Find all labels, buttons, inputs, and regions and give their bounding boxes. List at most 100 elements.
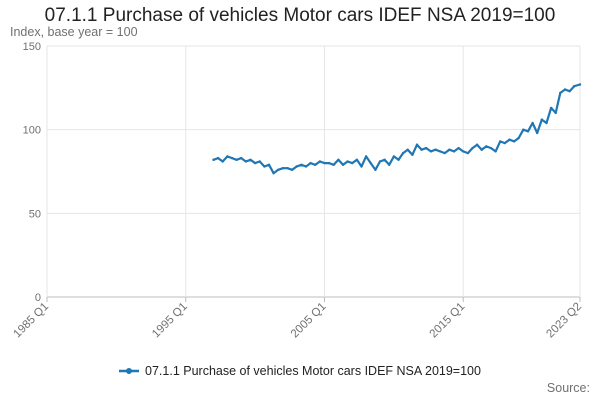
x-tick-label: 2015 Q1 [428,301,468,341]
data-point [512,140,516,143]
series-group [212,83,582,175]
data-point [346,160,349,163]
data-point [434,148,437,151]
data-point [397,158,400,161]
x-tick-label: 2005 Q1 [289,301,329,341]
data-point [401,151,405,155]
data-point [429,150,433,153]
data-point [249,158,252,161]
source-label: Source: [546,381,590,395]
data-point [559,91,562,95]
data-point [503,141,506,145]
data-point [337,158,340,161]
data-point [286,167,289,170]
data-point [536,131,539,135]
data-point [277,168,280,171]
data-point [578,83,582,86]
data-point [230,156,234,160]
data-point [522,128,525,131]
data-point [281,167,285,170]
gridlines [46,45,581,302]
data-point [235,158,238,161]
data-point [494,150,497,153]
data-point [226,155,229,158]
data-point [563,88,567,91]
data-point [355,158,359,161]
data-point [508,138,511,141]
data-point [309,161,312,165]
data-point [240,156,243,160]
data-point [471,146,474,150]
data-point [360,165,363,168]
data-point [244,160,248,163]
data-point [216,156,220,160]
y-tick-label: 0 [35,292,41,304]
data-point [438,150,442,153]
data-point [383,158,386,161]
data-point [480,148,483,151]
data-point [378,160,382,163]
legend-swatch [119,368,140,374]
data-point [452,150,456,153]
data-point [392,155,396,158]
data-point [290,168,294,171]
data-point [263,165,266,168]
data-point [332,163,335,166]
data-point [212,158,215,161]
data-point [304,165,308,168]
y-tick-label: 150 [23,41,41,53]
data-point [411,153,414,156]
data-point [369,161,372,165]
data-point [549,106,553,110]
data-point [318,160,322,163]
data-point [526,130,530,133]
data-point [341,163,345,166]
legend-label: 07.1.1 Purchase of vehicles Motor cars I… [145,364,481,378]
data-point [406,148,409,151]
data-point [517,136,520,140]
data-point [554,111,557,115]
data-point [489,146,493,150]
data-point [531,121,534,125]
data-point [351,161,354,165]
data-point [573,85,576,88]
y-tick-label: 50 [29,208,41,220]
x-tick-labels: 1985 Q1 1995 Q1 2005 Q1 2015 Q1 2023 Q2 [11,301,584,341]
data-point [272,172,275,175]
x-tick-label: 1995 Q1 [150,301,190,341]
data-point [221,160,224,163]
data-point [545,121,548,125]
data-point [258,160,261,163]
data-point [267,163,271,166]
y-tick-label: 100 [23,125,41,137]
data-point [388,163,391,166]
data-point [475,143,479,146]
data-point [448,148,451,151]
data-point [499,140,502,143]
x-tick-label: 2023 Q2 [544,301,584,341]
data-point [443,151,446,155]
data-point [300,163,303,166]
chart-title: 07.1.1 Purchase of vehicles Motor cars I… [44,5,556,26]
legend[interactable]: 07.1.1 Purchase of vehicles Motor cars I… [0,364,600,378]
data-point [457,146,460,150]
x-tick-label: 1985 Q1 [11,301,51,341]
data-point [425,146,428,150]
data-point [295,165,298,168]
data-point [485,145,488,148]
y-tick-labels: 0 50 100 150 [23,41,41,304]
data-point [323,161,326,165]
data-point [364,155,368,158]
series-line [212,83,582,175]
data-point [374,168,377,171]
data-point [415,143,419,146]
data-point [568,90,571,93]
y-axis-label: Index, base year = 100 [10,25,138,39]
data-point [253,161,257,165]
data-point [327,161,331,165]
data-point [466,151,470,155]
data-point [420,148,423,151]
data-point [314,163,317,166]
data-point [540,118,543,121]
